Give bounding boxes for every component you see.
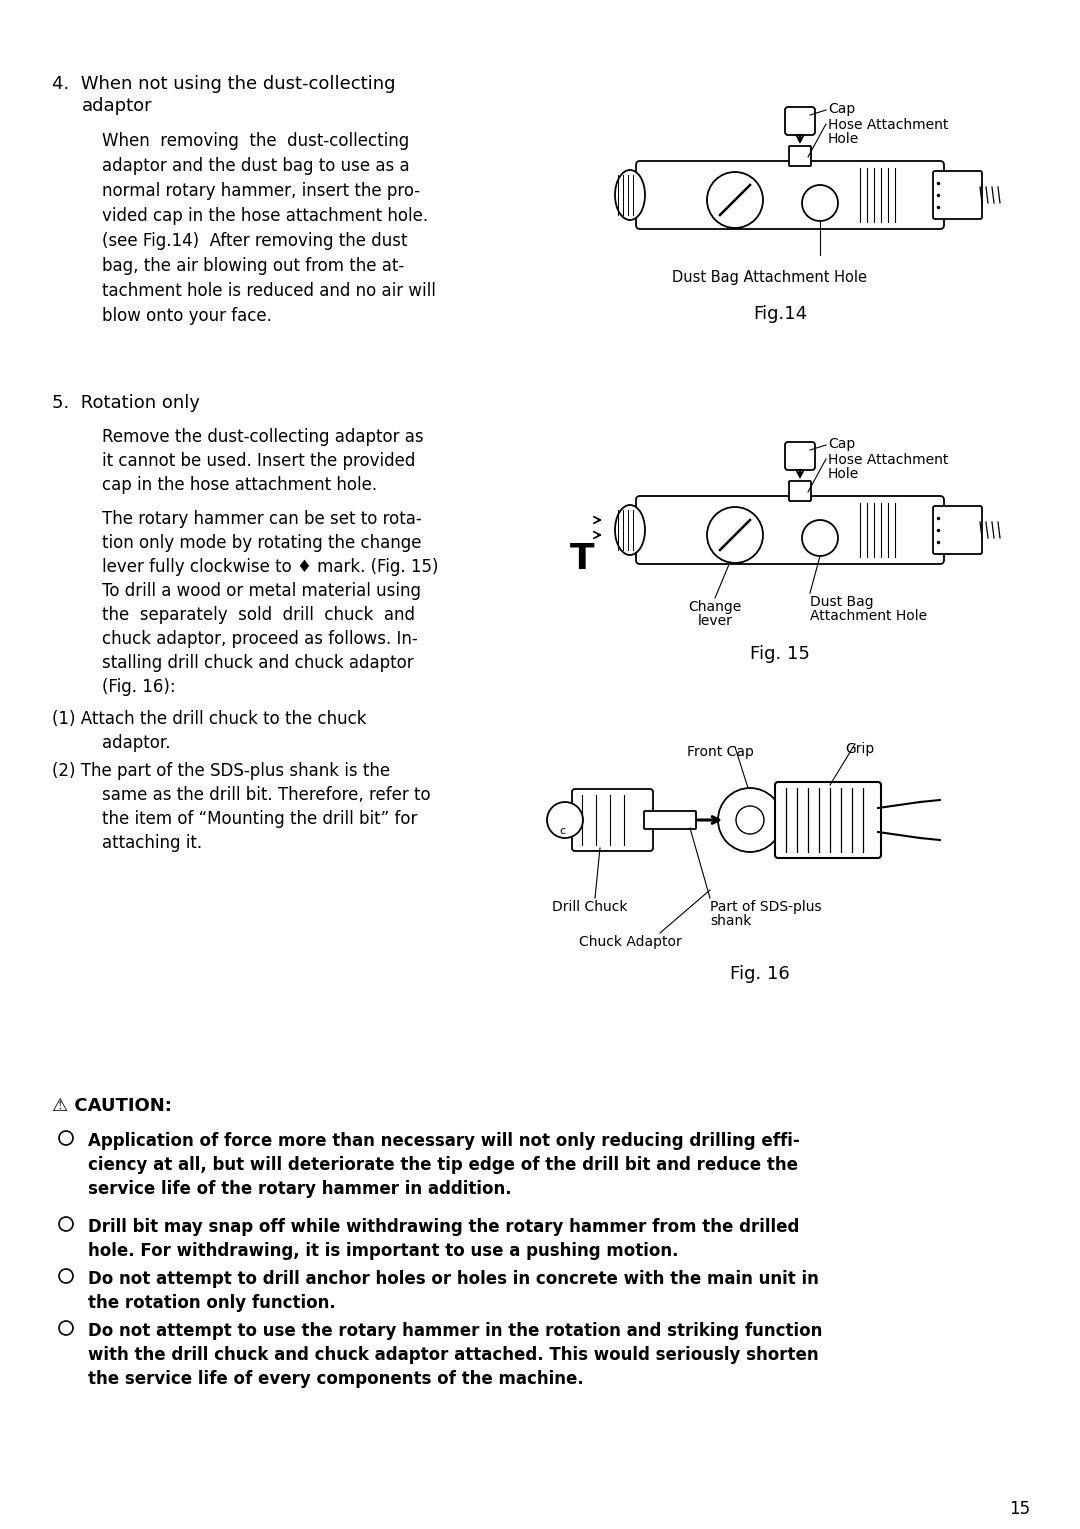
Text: Drill Chuck: Drill Chuck: [552, 901, 627, 914]
Text: cap in the hose attachment hole.: cap in the hose attachment hole.: [102, 476, 377, 494]
Text: stalling drill chuck and chuck adaptor: stalling drill chuck and chuck adaptor: [102, 654, 414, 673]
Text: 4.  When not using the dust-collecting: 4. When not using the dust-collecting: [52, 75, 395, 93]
Text: Dust Bag Attachment Hole: Dust Bag Attachment Hole: [673, 271, 867, 284]
Circle shape: [59, 1217, 73, 1231]
Text: (2) The part of the SDS-plus shank is the: (2) The part of the SDS-plus shank is th…: [52, 761, 390, 780]
FancyBboxPatch shape: [636, 161, 944, 229]
Text: Hole: Hole: [828, 466, 860, 482]
Text: attaching it.: attaching it.: [102, 833, 202, 852]
FancyBboxPatch shape: [785, 442, 815, 469]
Text: it cannot be used. Insert the provided: it cannot be used. Insert the provided: [102, 453, 416, 469]
Text: lever fully clockwise to ♦ mark. (Fig. 15): lever fully clockwise to ♦ mark. (Fig. 1…: [102, 558, 438, 576]
Circle shape: [735, 806, 764, 833]
Text: adaptor and the dust bag to use as a: adaptor and the dust bag to use as a: [102, 157, 409, 174]
Text: adaptor: adaptor: [82, 96, 152, 115]
Text: Chuck Adaptor: Chuck Adaptor: [579, 936, 681, 950]
Text: the rotation only function.: the rotation only function.: [87, 1294, 336, 1312]
Text: Remove the dust-collecting adaptor as: Remove the dust-collecting adaptor as: [102, 428, 423, 446]
Text: To drill a wood or metal material using: To drill a wood or metal material using: [102, 583, 421, 599]
Text: When  removing  the  dust-collecting: When removing the dust-collecting: [102, 131, 409, 150]
FancyBboxPatch shape: [775, 781, 881, 858]
Text: c: c: [559, 826, 565, 836]
Text: Drill bit may snap off while withdrawing the rotary hammer from the drilled: Drill bit may snap off while withdrawing…: [87, 1219, 799, 1235]
Circle shape: [707, 508, 762, 563]
Text: service life of the rotary hammer in addition.: service life of the rotary hammer in add…: [87, 1180, 512, 1199]
Text: normal rotary hammer, insert the pro-: normal rotary hammer, insert the pro-: [102, 182, 420, 200]
Text: the  separately  sold  drill  chuck  and: the separately sold drill chuck and: [102, 605, 415, 624]
Text: chuck adaptor, proceed as follows. In-: chuck adaptor, proceed as follows. In-: [102, 630, 418, 648]
Circle shape: [59, 1321, 73, 1335]
Circle shape: [707, 171, 762, 228]
Text: blow onto your face.: blow onto your face.: [102, 307, 272, 326]
Text: ciency at all, but will deteriorate the tip edge of the drill bit and reduce the: ciency at all, but will deteriorate the …: [87, 1156, 798, 1174]
Text: lever: lever: [698, 615, 732, 628]
Text: Change: Change: [688, 599, 742, 615]
Circle shape: [802, 185, 838, 222]
Text: The rotary hammer can be set to rota-: The rotary hammer can be set to rota-: [102, 511, 422, 528]
Text: same as the drill bit. Therefore, refer to: same as the drill bit. Therefore, refer …: [102, 786, 431, 804]
Circle shape: [59, 1269, 73, 1283]
Circle shape: [802, 520, 838, 557]
Text: tion only mode by rotating the change: tion only mode by rotating the change: [102, 534, 421, 552]
FancyBboxPatch shape: [789, 482, 811, 502]
Text: Dust Bag: Dust Bag: [810, 595, 874, 609]
FancyBboxPatch shape: [644, 810, 696, 829]
Circle shape: [59, 1131, 73, 1145]
Text: Hose Attachment: Hose Attachment: [828, 453, 948, 466]
FancyBboxPatch shape: [789, 145, 811, 167]
Text: T: T: [570, 541, 595, 576]
Text: Grip: Grip: [846, 742, 875, 755]
Ellipse shape: [615, 170, 645, 220]
Text: Fig. 16: Fig. 16: [730, 965, 789, 983]
Text: the service life of every components of the machine.: the service life of every components of …: [87, 1370, 584, 1388]
Text: shank: shank: [710, 914, 752, 928]
FancyBboxPatch shape: [933, 171, 982, 219]
Text: adaptor.: adaptor.: [102, 734, 171, 752]
Text: bag, the air blowing out from the at-: bag, the air blowing out from the at-: [102, 257, 404, 275]
FancyBboxPatch shape: [933, 506, 982, 553]
Text: Part of SDS-plus: Part of SDS-plus: [710, 901, 822, 914]
Text: Fig. 15: Fig. 15: [751, 645, 810, 664]
Text: Cap: Cap: [828, 437, 855, 451]
Text: Front Cap: Front Cap: [687, 745, 754, 758]
Text: hole. For withdrawing, it is important to use a pushing motion.: hole. For withdrawing, it is important t…: [87, 1242, 678, 1260]
Circle shape: [718, 787, 782, 852]
FancyBboxPatch shape: [636, 495, 944, 564]
Text: vided cap in the hose attachment hole.: vided cap in the hose attachment hole.: [102, 206, 428, 225]
Text: the item of “Mounting the drill bit” for: the item of “Mounting the drill bit” for: [102, 810, 417, 829]
Text: Do not attempt to use the rotary hammer in the rotation and striking function: Do not attempt to use the rotary hammer …: [87, 1323, 822, 1339]
Text: Hose Attachment: Hose Attachment: [828, 118, 948, 131]
Text: Do not attempt to drill anchor holes or holes in concrete with the main unit in: Do not attempt to drill anchor holes or …: [87, 1271, 819, 1287]
Text: Hole: Hole: [828, 131, 860, 145]
Text: (see Fig.14)  After removing the dust: (see Fig.14) After removing the dust: [102, 232, 407, 251]
Text: Application of force more than necessary will not only reducing drilling effi-: Application of force more than necessary…: [87, 1131, 800, 1150]
Text: 15: 15: [1010, 1500, 1030, 1518]
Text: with the drill chuck and chuck adaptor attached. This would seriously shorten: with the drill chuck and chuck adaptor a…: [87, 1346, 819, 1364]
Text: Fig.14: Fig.14: [753, 304, 807, 323]
FancyBboxPatch shape: [572, 789, 653, 852]
Text: Cap: Cap: [828, 102, 855, 116]
Text: Attachment Hole: Attachment Hole: [810, 609, 927, 622]
Text: (1) Attach the drill chuck to the chuck: (1) Attach the drill chuck to the chuck: [52, 709, 366, 728]
Text: ⚠ CAUTION:: ⚠ CAUTION:: [52, 1096, 172, 1115]
Text: (Fig. 16):: (Fig. 16):: [102, 677, 176, 696]
Text: 5.  Rotation only: 5. Rotation only: [52, 394, 200, 411]
Text: tachment hole is reduced and no air will: tachment hole is reduced and no air will: [102, 281, 436, 300]
Ellipse shape: [615, 505, 645, 555]
Circle shape: [546, 803, 583, 838]
FancyBboxPatch shape: [785, 107, 815, 135]
